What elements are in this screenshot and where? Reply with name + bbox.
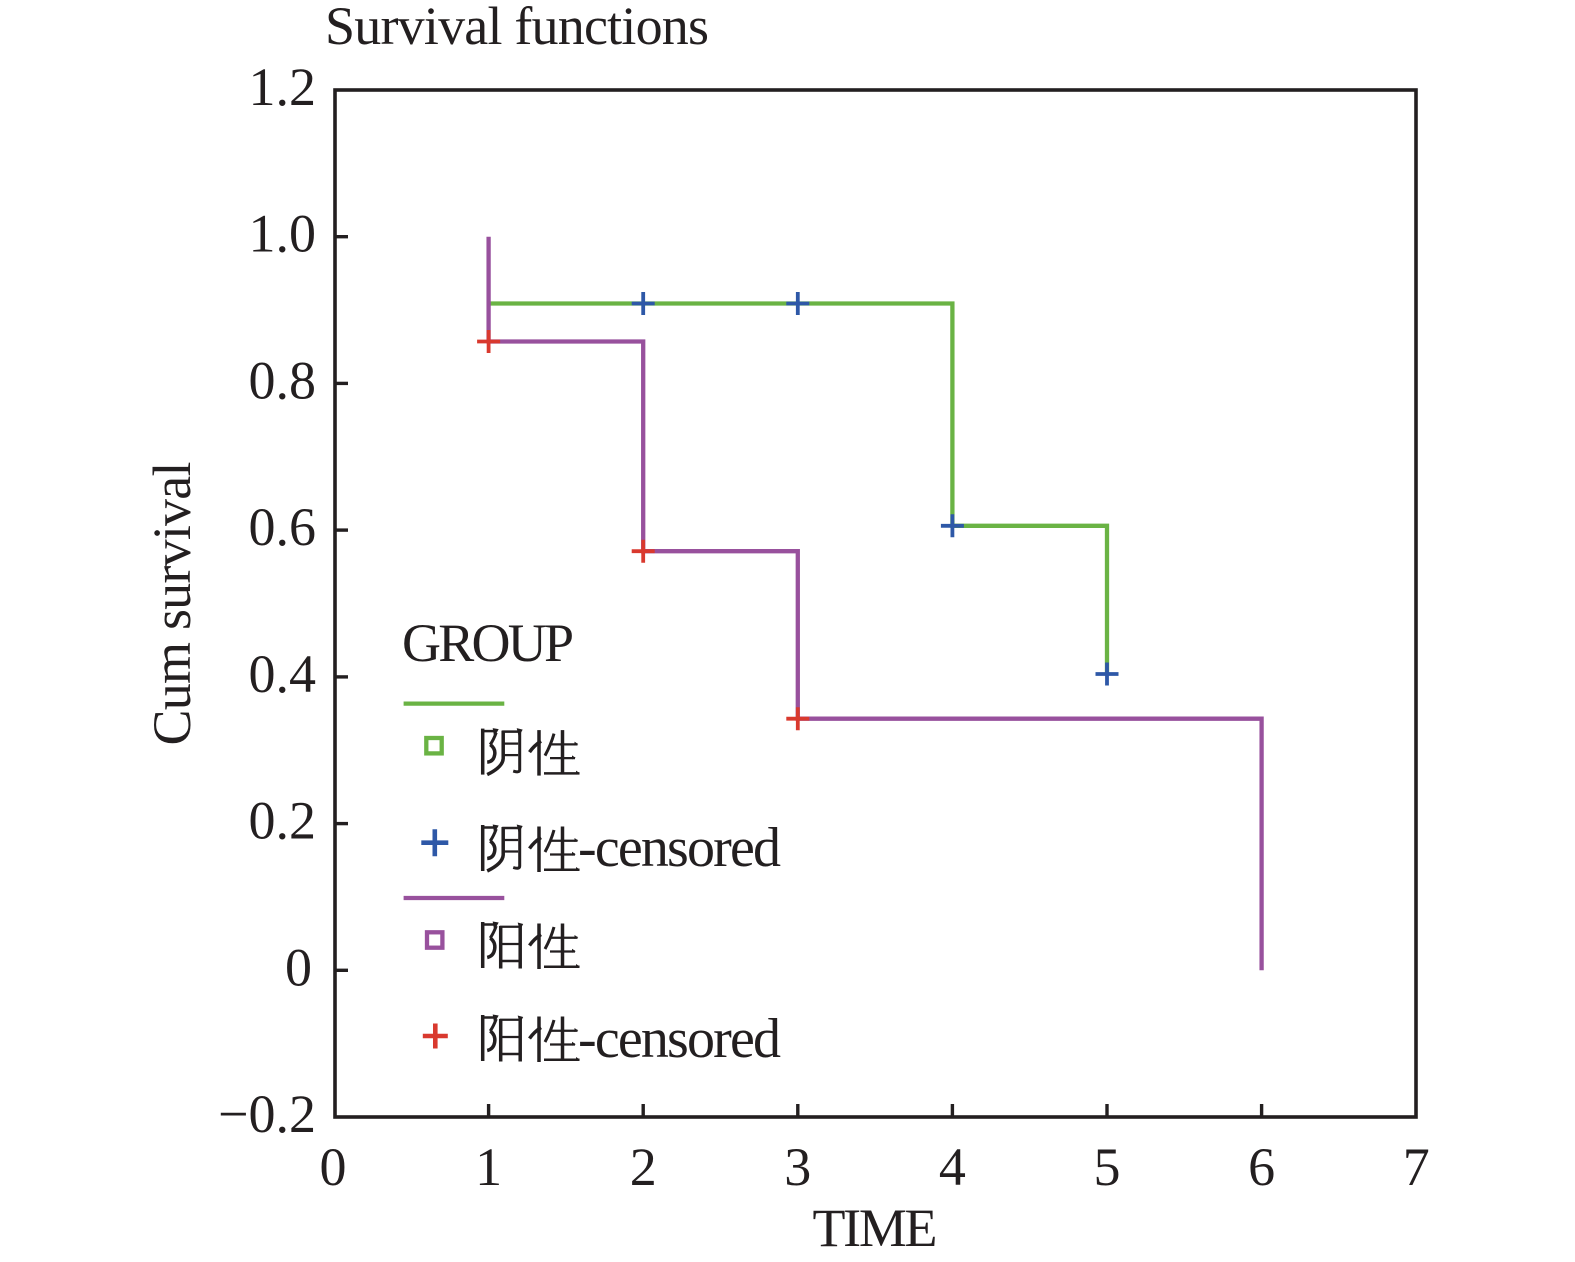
svg-text:-censored: -censored <box>578 817 781 879</box>
svg-text:TIME: TIME <box>813 1198 938 1258</box>
svg-text:5: 5 <box>1094 1137 1121 1197</box>
svg-text:0.2: 0.2 <box>249 791 317 851</box>
svg-text:−0.2: −0.2 <box>218 1084 316 1144</box>
svg-text:0.8: 0.8 <box>249 350 317 410</box>
svg-text:Survival functions: Survival functions <box>325 0 709 56</box>
svg-text:0.6: 0.6 <box>249 497 317 557</box>
svg-text:1.2: 1.2 <box>249 57 317 117</box>
svg-text:4: 4 <box>939 1137 966 1197</box>
svg-text:6: 6 <box>1248 1137 1275 1197</box>
svg-text:Cum survival: Cum survival <box>142 462 202 746</box>
svg-text:0.4: 0.4 <box>249 644 317 704</box>
svg-text:GROUP: GROUP <box>402 613 574 673</box>
svg-text:3: 3 <box>784 1137 811 1197</box>
svg-text:0: 0 <box>320 1137 347 1197</box>
svg-text:1: 1 <box>475 1137 502 1197</box>
svg-text:0: 0 <box>285 937 312 997</box>
svg-text:7: 7 <box>1403 1137 1430 1197</box>
svg-text:1.0: 1.0 <box>249 204 317 264</box>
svg-text:2: 2 <box>630 1137 657 1197</box>
svg-text:-censored: -censored <box>578 1008 781 1070</box>
